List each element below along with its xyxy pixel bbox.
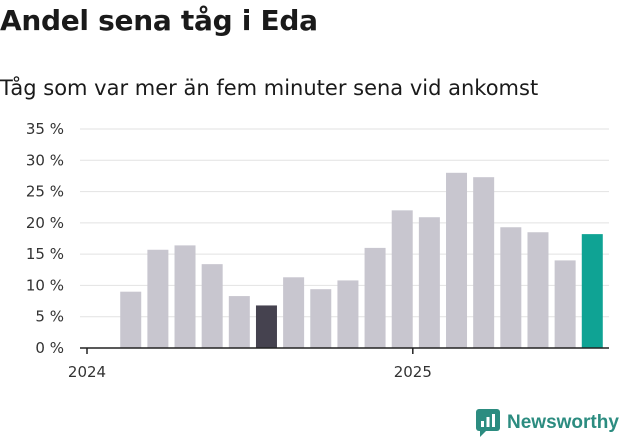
bar (174, 245, 196, 348)
bars (120, 172, 603, 348)
chart-subtitle: Tåg som var mer än fem minuter sena vid … (0, 76, 539, 100)
brand-logo: Newsworthy (476, 408, 619, 438)
bar (147, 249, 169, 348)
bar (228, 296, 250, 348)
bar (310, 289, 332, 348)
bar (500, 227, 522, 348)
y-tick-label: 0 % (35, 339, 64, 357)
bar (364, 247, 386, 348)
bar (527, 232, 549, 348)
y-tick-label: 10 % (26, 276, 64, 294)
bar (391, 210, 413, 348)
x-tick-label: 2024 (68, 363, 106, 381)
chart-title: Andel sena tåg i Eda (0, 4, 318, 37)
newsworthy-logo-icon (476, 409, 500, 437)
bar (473, 177, 495, 348)
brand-name: Newsworthy (507, 412, 619, 433)
bar (418, 217, 440, 348)
y-tick-label: 25 % (26, 183, 64, 201)
bar (120, 291, 142, 348)
bar (446, 172, 468, 348)
bar (554, 260, 576, 348)
bar (581, 234, 603, 348)
y-tick-label: 35 % (26, 120, 64, 138)
bar (255, 305, 277, 348)
y-tick-label: 20 % (26, 214, 64, 232)
bar (337, 280, 359, 348)
x-tick-label: 2025 (394, 363, 432, 381)
y-tick-label: 30 % (26, 151, 64, 169)
bar (283, 277, 305, 348)
bar (201, 264, 223, 348)
y-axis-ticks: 0 % 5 % 10 % 15 % 20 % 25 % 30 % 35 % (26, 120, 64, 357)
y-tick-label: 15 % (26, 245, 64, 263)
y-tick-label: 5 % (35, 308, 64, 326)
x-axis: 2024 2025 (68, 347, 609, 381)
